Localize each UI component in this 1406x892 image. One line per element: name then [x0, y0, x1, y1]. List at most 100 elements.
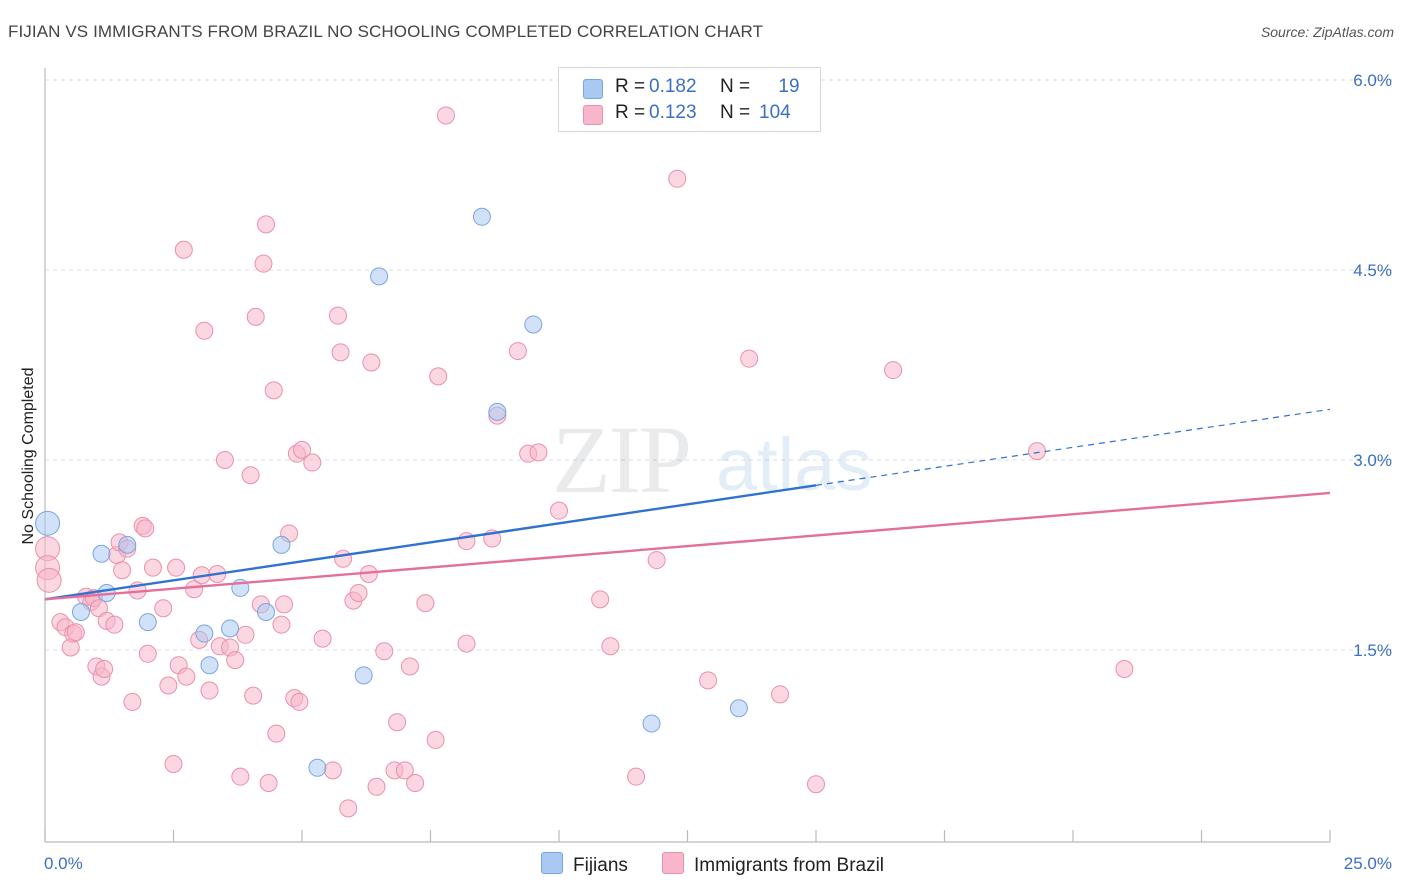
- legend-n-label: N =: [720, 76, 751, 97]
- bottom-legend-fijians: Fijians: [541, 852, 628, 877]
- data-points: [35, 106, 1134, 818]
- watermark-atlas: atlas: [716, 423, 872, 506]
- point-fijians: [472, 207, 491, 226]
- point-brazil: [231, 767, 250, 786]
- trend-line-fijians: [44, 484, 817, 601]
- y-tick-label: 3.0%: [1353, 451, 1392, 470]
- point-brazil: [388, 713, 407, 732]
- point-brazil: [264, 381, 283, 400]
- point-brazil: [349, 584, 368, 602]
- point-brazil: [195, 321, 214, 340]
- point-brazil: [436, 106, 455, 125]
- point-fijians: [118, 535, 137, 554]
- legend-n-value: 104: [759, 102, 791, 123]
- point-brazil: [105, 615, 124, 634]
- legend-n-label: N =: [720, 102, 751, 123]
- point-fijians: [272, 535, 291, 554]
- point-brazil: [647, 551, 666, 570]
- axes: [44, 68, 1331, 843]
- point-brazil: [457, 634, 476, 653]
- point-fijians: [729, 699, 748, 718]
- point-brazil: [313, 629, 332, 648]
- legend-r-value: 0.123: [649, 102, 697, 123]
- point-brazil: [699, 671, 718, 690]
- point-brazil: [668, 169, 687, 188]
- point-brazil: [159, 676, 178, 695]
- x-tick-label-max: 25.0%: [1344, 854, 1392, 873]
- point-brazil: [362, 353, 381, 372]
- point-brazil: [771, 685, 790, 704]
- point-fijians: [524, 315, 543, 334]
- point-brazil: [367, 777, 386, 796]
- legend-r-label: R =: [615, 76, 646, 97]
- point-brazil: [426, 730, 445, 749]
- point-brazil: [395, 761, 414, 780]
- point-brazil: [323, 761, 342, 780]
- point-brazil: [236, 625, 255, 644]
- point-brazil: [627, 767, 646, 786]
- point-brazil: [601, 637, 620, 656]
- point-fijians: [92, 544, 111, 563]
- point-brazil: [177, 667, 196, 686]
- bottom-legend-label-brazil: Immigrants from Brazil: [694, 855, 885, 876]
- point-brazil: [334, 549, 353, 568]
- point-fijians: [138, 613, 157, 632]
- point-brazil: [138, 644, 157, 663]
- point-brazil: [167, 558, 186, 577]
- point-brazil: [303, 453, 322, 472]
- point-brazil: [328, 306, 347, 325]
- point-brazil: [429, 367, 448, 386]
- point-fijians: [354, 666, 373, 685]
- legend: R = 0.182 N = 19 R = 0.123 N = 104: [558, 67, 821, 132]
- point-brazil: [259, 774, 278, 792]
- legend-r-value: 0.182: [649, 76, 697, 97]
- point-fijians: [71, 603, 90, 621]
- point-brazil: [66, 623, 85, 642]
- point-fijians: [308, 758, 327, 777]
- point-brazil: [290, 692, 309, 711]
- point-brazil: [740, 349, 759, 368]
- point-fijians: [642, 714, 661, 733]
- source-label: Source: ZipAtlas.com: [1260, 24, 1394, 40]
- point-brazil: [375, 642, 394, 661]
- point-brazil: [400, 657, 419, 676]
- point-brazil: [416, 594, 435, 613]
- point-brazil: [339, 799, 358, 818]
- watermark-zip: ZIP: [552, 406, 690, 513]
- y-tick-label: 6.0%: [1353, 71, 1392, 90]
- bottom-legend-brazil: Immigrants from Brazil: [662, 852, 884, 877]
- point-brazil: [1028, 442, 1047, 461]
- point-brazil: [95, 660, 114, 678]
- point-brazil: [275, 595, 294, 614]
- bottom-legend-label-fijians: Fijians: [573, 855, 628, 876]
- point-brazil: [113, 561, 132, 580]
- chart-title: FIJIAN VS IMMIGRANTS FROM BRAZIL NO SCHO…: [8, 22, 764, 41]
- point-brazil: [185, 580, 204, 599]
- x-tick-label-min: 0.0%: [44, 854, 83, 873]
- point-fijians: [370, 267, 389, 286]
- point-brazil: [257, 215, 276, 234]
- point-brazil: [123, 692, 142, 711]
- y-tick-label: 4.5%: [1353, 261, 1392, 280]
- point-brazil: [1115, 660, 1134, 678]
- point-brazil: [331, 343, 350, 362]
- point-brazil: [215, 451, 234, 469]
- point-brazil: [591, 590, 610, 609]
- point-brazil: [529, 443, 548, 462]
- watermark: ZIP atlas: [552, 406, 872, 513]
- point-fijians: [221, 619, 240, 638]
- point-fijians: [195, 624, 214, 643]
- legend-swatch-fijians: [583, 79, 603, 99]
- bottom-legend-swatch-brazil: [662, 852, 684, 874]
- point-brazil: [244, 686, 263, 705]
- point-brazil: [136, 519, 155, 538]
- point-fijians: [488, 402, 507, 421]
- legend-n-value: 19: [778, 76, 800, 97]
- point-brazil: [293, 440, 311, 459]
- point-brazil: [246, 307, 265, 326]
- point-brazil: [154, 599, 173, 618]
- y-tick-labels: 1.5% 3.0% 4.5% 6.0%: [1353, 71, 1392, 660]
- point-brazil: [226, 651, 245, 670]
- y-tick-label: 1.5%: [1353, 641, 1392, 660]
